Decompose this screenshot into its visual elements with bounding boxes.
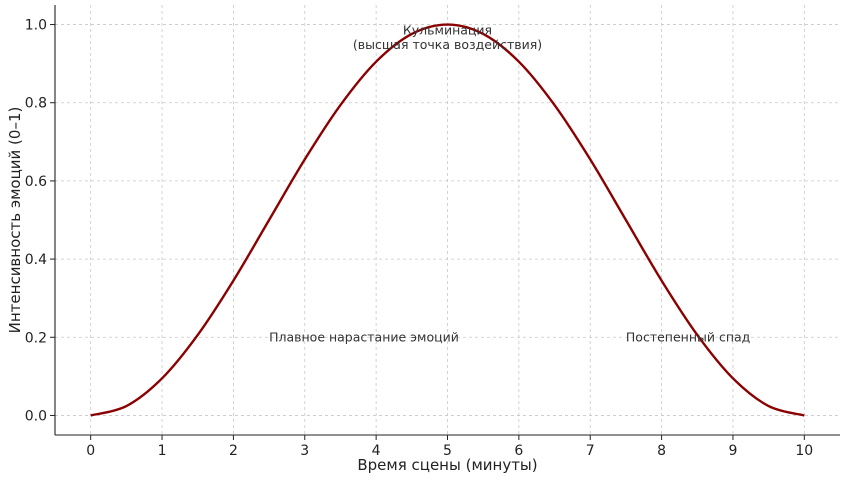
x-ticks: 0 1 2 3 4 5 6 7 8 9 10 <box>86 435 813 459</box>
x-tick-label: 5 <box>443 443 452 459</box>
x-tick-label: 1 <box>158 443 167 459</box>
y-tick-label: 0.6 <box>25 174 47 190</box>
series-line <box>90 23 805 417</box>
grid <box>55 5 840 435</box>
x-tick-label: 7 <box>586 443 595 459</box>
y-ticks: 0.0 0.2 0.4 0.6 0.8 1.0 <box>25 18 55 424</box>
x-tick-label: 9 <box>728 443 737 459</box>
x-axis-label: Время сцены (минуты) <box>357 456 537 474</box>
annotation: Плавное нарастание эмоций <box>269 329 459 344</box>
y-tick-label: 0.4 <box>25 252 47 268</box>
annotation: Кульминация (высшая точка воздействия) <box>353 22 542 52</box>
y-tick-label: 0.0 <box>25 408 47 424</box>
y-axis-label: Интенсивность эмоций (0–1) <box>6 107 24 334</box>
annotations: Кульминация (высшая точка воздействия) Пла… <box>269 22 750 344</box>
x-tick-label: 6 <box>514 443 523 459</box>
y-tick-label: 0.8 <box>25 96 47 112</box>
y-tick-label: 1.0 <box>25 18 47 34</box>
y-tick-label: 0.2 <box>25 330 47 346</box>
x-tick-label: 0 <box>86 443 95 459</box>
series-line-group <box>90 23 805 417</box>
x-tick-label: 2 <box>229 443 238 459</box>
x-tick-label: 4 <box>372 443 381 459</box>
annotation: Постепенный спад <box>626 329 750 344</box>
x-tick-label: 3 <box>300 443 309 459</box>
x-tick-label: 8 <box>657 443 666 459</box>
x-tick-label: 10 <box>795 443 813 459</box>
axes <box>54 5 840 436</box>
